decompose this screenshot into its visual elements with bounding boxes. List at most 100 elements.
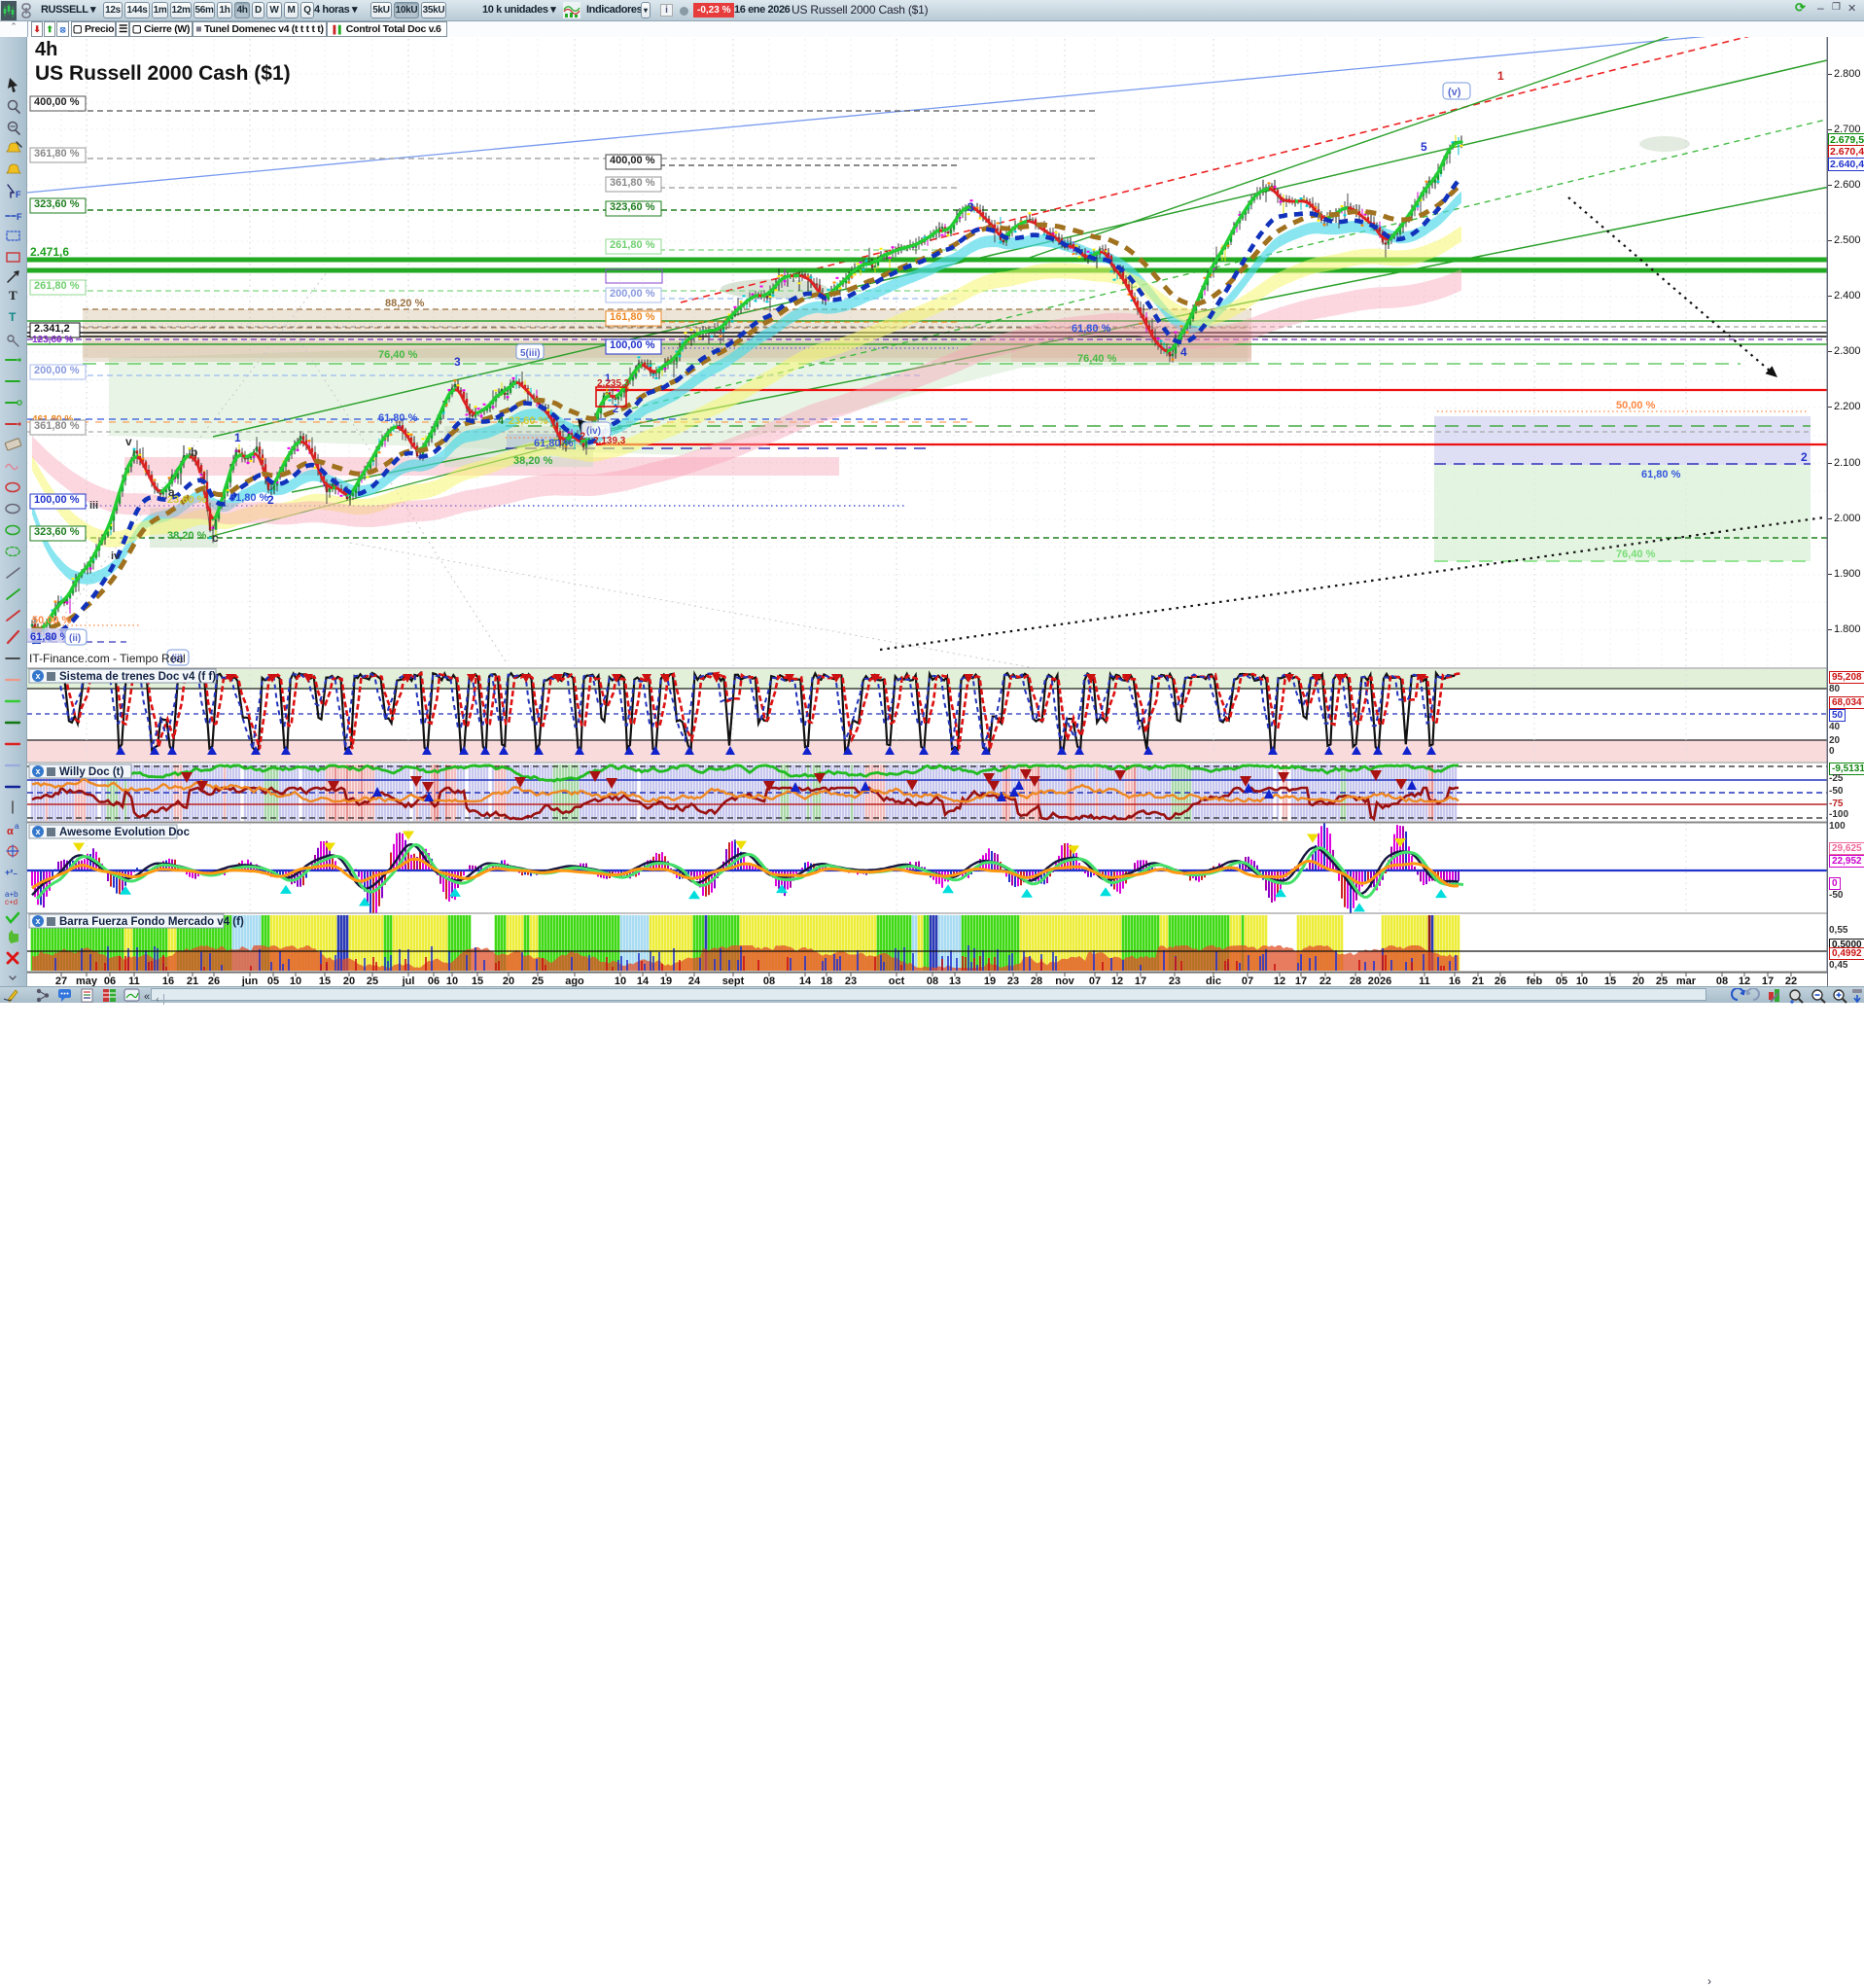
svg-text:jun: jun — [241, 976, 259, 986]
svg-text:Awesome Evolution Doc: Awesome Evolution Doc — [59, 827, 191, 838]
svg-text:16: 16 — [162, 976, 174, 986]
svg-text:2: 2 — [267, 493, 274, 507]
svg-text:17: 17 — [1135, 976, 1146, 986]
svg-text:24: 24 — [688, 976, 701, 986]
svg-text:5(iii): 5(iii) — [520, 348, 541, 359]
svg-text:27: 27 — [55, 976, 67, 986]
svg-text:76,40 %: 76,40 % — [1077, 353, 1117, 365]
svg-text:dic: dic — [1206, 976, 1221, 986]
svg-text:may: may — [76, 976, 98, 986]
svg-text:07: 07 — [1242, 976, 1253, 986]
svg-text:16: 16 — [1449, 976, 1460, 986]
svg-text:61,80 %: 61,80 % — [1072, 323, 1111, 335]
svg-text:25: 25 — [532, 976, 544, 986]
svg-text:IT-Finance.com - Tiempo Real: IT-Finance.com - Tiempo Real — [29, 652, 186, 665]
svg-text:2: 2 — [580, 431, 585, 443]
svg-text:mar: mar — [1676, 976, 1697, 986]
svg-text:(iv): (iv) — [586, 426, 601, 437]
svg-text:5: 5 — [1421, 140, 1427, 154]
svg-text:323,60 %: 323,60 % — [610, 201, 655, 213]
svg-text:400,00 %: 400,00 % — [34, 96, 80, 108]
svg-text:61,80 %: 61,80 % — [378, 412, 418, 424]
svg-text:(v): (v) — [1448, 87, 1461, 98]
svg-text:2: 2 — [1801, 450, 1808, 464]
svg-text:28: 28 — [1031, 976, 1042, 986]
svg-text:361,80 %: 361,80 % — [34, 420, 80, 432]
svg-text:261,80 %: 261,80 % — [610, 239, 655, 251]
svg-text:iv: iv — [111, 550, 121, 562]
svg-text:T: T — [9, 288, 18, 302]
svg-text:261,80 %: 261,80 % — [34, 280, 80, 292]
svg-text:15: 15 — [319, 976, 331, 986]
svg-text:23: 23 — [1007, 976, 1019, 986]
svg-text:c+d: c+d — [5, 898, 18, 906]
svg-text:15: 15 — [1604, 976, 1616, 986]
svg-text:b: b — [191, 445, 197, 459]
svg-text:25: 25 — [367, 976, 378, 986]
svg-text:2026: 2026 — [1368, 976, 1391, 986]
svg-text:100,00 %: 100,00 % — [34, 494, 80, 506]
svg-text:100,00 %: 100,00 % — [610, 339, 655, 351]
svg-text:20: 20 — [1633, 976, 1644, 986]
svg-text:2.139,3: 2.139,3 — [593, 436, 626, 446]
svg-text:x: x — [35, 671, 40, 681]
svg-text:1: 1 — [605, 373, 611, 384]
svg-text:05: 05 — [1556, 976, 1567, 986]
svg-text:61,80 %: 61,80 % — [1641, 469, 1681, 480]
svg-text:08: 08 — [927, 976, 938, 986]
svg-text:06: 06 — [428, 976, 440, 986]
svg-text:05: 05 — [267, 976, 279, 986]
svg-text:123,60 %: 123,60 % — [32, 335, 73, 345]
svg-text:11: 11 — [1419, 976, 1430, 986]
svg-text:F: F — [16, 190, 21, 199]
svg-text:2.341,2: 2.341,2 — [34, 323, 70, 335]
svg-text:feb: feb — [1527, 976, 1543, 986]
svg-text:Barra Fuerza Fondo Mercado v4: Barra Fuerza Fondo Mercado v4 (f) — [59, 916, 244, 928]
svg-text:19: 19 — [984, 976, 996, 986]
svg-text:22: 22 — [1319, 976, 1331, 986]
svg-text:12: 12 — [1274, 976, 1285, 986]
svg-text:61,80 %: 61,80 % — [229, 492, 269, 504]
svg-text:α: α — [7, 826, 14, 837]
svg-text:2.471,6: 2.471,6 — [30, 245, 69, 259]
svg-text:v: v — [125, 435, 132, 448]
svg-text:4: 4 — [1180, 345, 1187, 359]
svg-text:11: 11 — [128, 976, 140, 986]
svg-text:10: 10 — [1576, 976, 1588, 986]
svg-text:T: T — [9, 310, 17, 324]
svg-text:22: 22 — [1785, 976, 1797, 986]
svg-text:76,40 %: 76,40 % — [378, 349, 418, 361]
svg-text:08: 08 — [1716, 976, 1728, 986]
svg-text:4: 4 — [498, 415, 505, 427]
svg-text:Willy Doc (t): Willy Doc (t) — [59, 766, 124, 778]
svg-text:2.235,3: 2.235,3 — [597, 378, 630, 389]
svg-text:23,60 %: 23,60 % — [509, 415, 548, 427]
svg-text:13: 13 — [949, 976, 961, 986]
svg-text:F: F — [17, 212, 22, 222]
svg-text:x: x — [35, 827, 40, 836]
svg-text:a: a — [15, 822, 19, 831]
svg-text:10: 10 — [615, 976, 626, 986]
svg-text:18: 18 — [821, 976, 832, 986]
svg-text:+²₋: +²₋ — [5, 868, 18, 877]
svg-text:«: « — [144, 991, 150, 1003]
svg-text:c: c — [212, 531, 219, 545]
svg-text:15: 15 — [472, 976, 483, 986]
svg-text:23: 23 — [1169, 976, 1180, 986]
svg-text:19: 19 — [660, 976, 672, 986]
svg-text:361,80 %: 361,80 % — [34, 148, 80, 160]
svg-text:2: 2 — [613, 404, 618, 415]
svg-text:38,20 %: 38,20 % — [513, 455, 553, 467]
svg-text:ago: ago — [565, 976, 584, 986]
svg-text:12: 12 — [1739, 976, 1750, 986]
svg-text:sept: sept — [722, 976, 745, 986]
svg-text:61,80 %: 61,80 % — [30, 631, 70, 643]
svg-text:23,60 %: 23,60 % — [167, 494, 207, 506]
svg-text:07: 07 — [1089, 976, 1101, 986]
svg-text:50,00 %: 50,00 % — [32, 615, 72, 626]
svg-text:10: 10 — [446, 976, 458, 986]
svg-text:(ii): (ii) — [171, 654, 183, 664]
svg-text:08: 08 — [763, 976, 775, 986]
svg-text:06: 06 — [104, 976, 116, 986]
svg-text:oct: oct — [889, 976, 905, 986]
